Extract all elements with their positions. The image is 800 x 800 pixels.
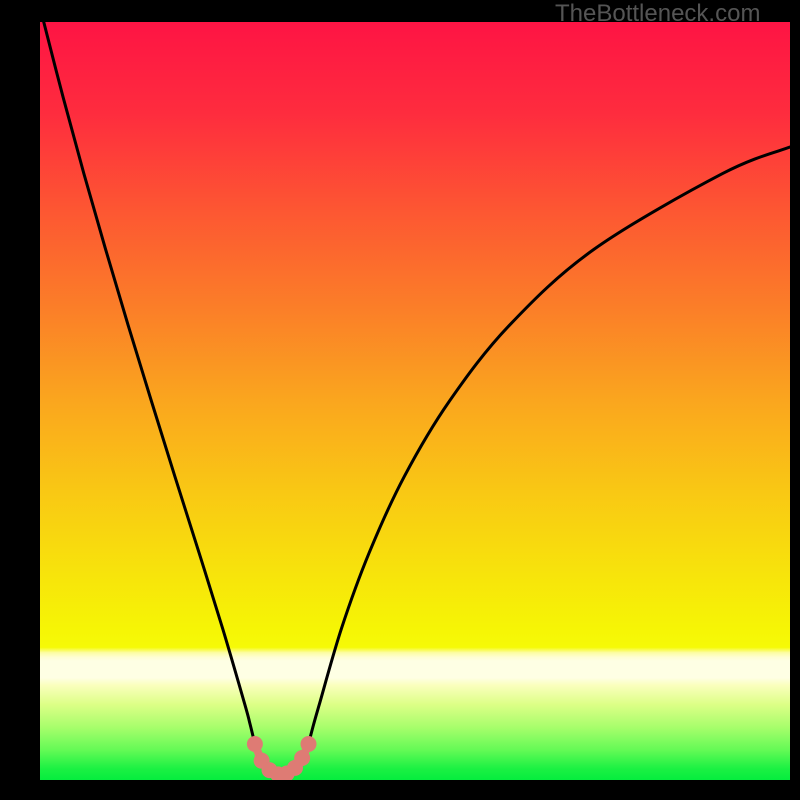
- bottleneck-curve-right: [309, 147, 791, 744]
- bottleneck-curve-left: [44, 22, 255, 744]
- plot-area: [40, 22, 790, 780]
- trough-marker-dot: [301, 736, 317, 752]
- trough-marker-dot: [247, 736, 263, 752]
- trough-marker-dot: [294, 750, 310, 766]
- curve-layer: [40, 22, 790, 780]
- trough-markers: [247, 736, 317, 780]
- watermark-text: TheBottleneck.com: [555, 0, 760, 28]
